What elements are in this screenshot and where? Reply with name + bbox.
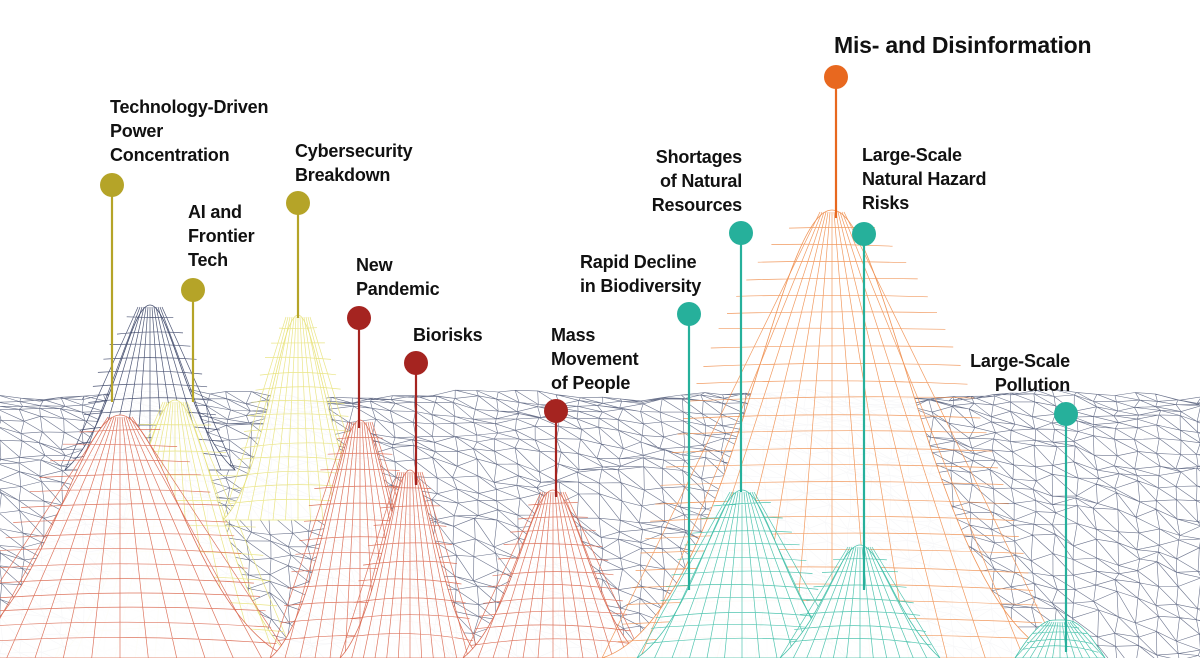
label-ai-frontier: AI and Frontier Tech	[188, 202, 255, 270]
marker-dot-ai-frontier	[181, 278, 205, 302]
label-new-pandemic: New Pandemic	[356, 255, 440, 299]
peak-pollution	[1014, 619, 1106, 658]
marker-dot-biodiversity	[677, 302, 701, 326]
peak-biorisks	[339, 469, 481, 658]
label-natural-hazard: Large-Scale Natural Hazard Risks	[862, 145, 987, 213]
marker-dot-pollution	[1054, 402, 1078, 426]
marker-dot-tech-power	[100, 173, 124, 197]
marker-dot-natural-resources	[729, 221, 753, 245]
label-pollution: Large-Scale Pollution	[970, 351, 1070, 395]
label-cybersecurity: Cybersecurity Breakdown	[295, 141, 413, 185]
marker-dot-natural-hazard	[852, 222, 876, 246]
marker-dot-misinformation	[824, 65, 848, 89]
label-biodiversity: Rapid Decline in Biodiversity	[580, 252, 702, 296]
peak-meshes	[0, 209, 1106, 658]
marker-dot-new-pandemic	[347, 306, 371, 330]
label-biorisks: Biorisks	[413, 325, 483, 345]
marker-dot-mass-movement	[544, 399, 568, 423]
label-natural-resources: Shortages of Natural Resources	[651, 147, 742, 215]
peak-left-base	[0, 414, 291, 658]
label-mass-movement: Mass Movement of People	[551, 325, 639, 393]
label-misinformation: Mis- and Disinformation	[834, 32, 1092, 58]
marker-dot-biorisks	[404, 351, 428, 375]
peak-mass-movement	[462, 489, 644, 658]
label-tech-power: Technology-Driven Power Concentration	[110, 97, 269, 165]
marker-dot-cybersecurity	[286, 191, 310, 215]
peak-natural-hazard	[779, 544, 941, 658]
marker-stems	[100, 65, 1078, 652]
